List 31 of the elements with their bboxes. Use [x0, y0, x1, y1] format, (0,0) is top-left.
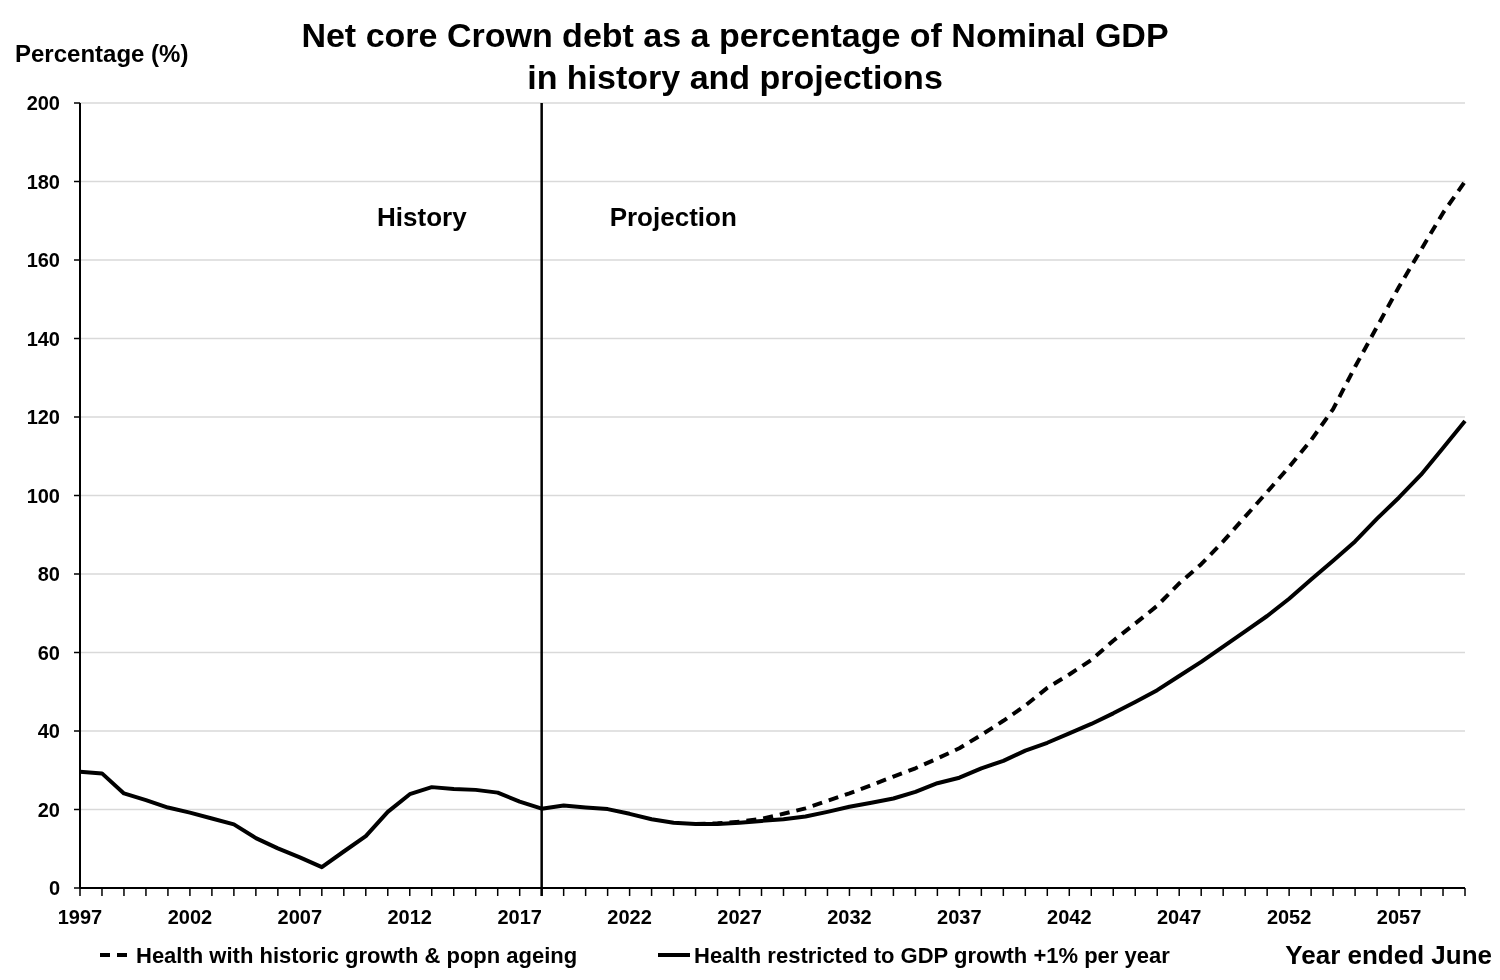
x-tick-label: 2007 — [277, 906, 323, 928]
x-tick-label: 2037 — [937, 906, 982, 928]
y-axis-title: Percentage (%) — [15, 40, 189, 67]
x-tick-label: 2032 — [827, 906, 872, 928]
x-tick-label: 2012 — [387, 906, 433, 928]
y-tick-label: 20 — [37, 798, 60, 821]
x-tick-label: 2002 — [167, 906, 213, 928]
x-tick-label: 2057 — [1376, 906, 1422, 928]
y-tick-label: 200 — [26, 92, 60, 114]
x-tick-label: 1997 — [57, 906, 103, 928]
x-tick-label: 2047 — [1156, 906, 1202, 928]
y-tick-label: 100 — [26, 484, 60, 507]
x-tick-label: 2022 — [607, 906, 652, 928]
x-tick-label: 2027 — [717, 906, 762, 928]
y-tick-label: 60 — [37, 641, 60, 664]
y-tick-label: 160 — [26, 249, 60, 271]
y-tick-label: 120 — [26, 406, 60, 428]
y-tick-label: 80 — [37, 563, 60, 585]
y-tick-label: 140 — [26, 327, 60, 350]
annotation: Projection — [609, 202, 737, 232]
y-tick-label: 40 — [37, 720, 60, 742]
y-tick-label: 0 — [48, 877, 60, 899]
legend-label: Health with historic growth & popn ageing — [136, 942, 578, 968]
x-tick-label: 2042 — [1047, 906, 1092, 928]
x-axis-title: Year ended June — [1285, 940, 1492, 971]
x-tick-label: 2017 — [497, 906, 542, 928]
annotation: History — [377, 202, 468, 232]
legend-label: Health restricted to GDP growth +1% per year — [694, 942, 1171, 968]
y-tick-label: 180 — [26, 170, 60, 193]
chart-title: Net core Crown debt as a percentage of Nominal GDP in history and projections — [301, 16, 1169, 96]
x-tick-label: 2052 — [1266, 906, 1312, 928]
